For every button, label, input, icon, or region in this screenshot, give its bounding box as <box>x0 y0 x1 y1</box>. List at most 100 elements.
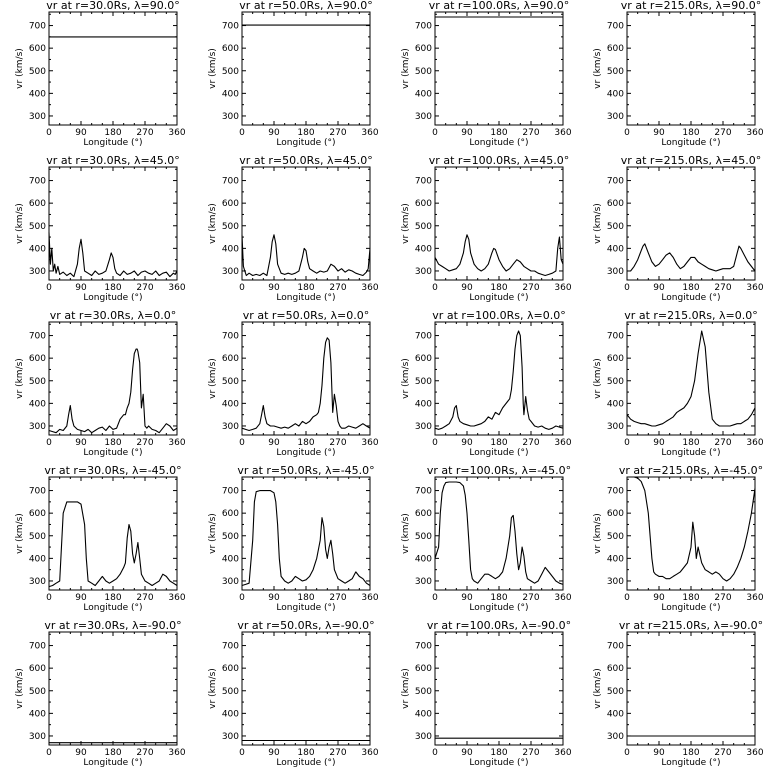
y-axis-label: vr (km/s) <box>208 358 218 399</box>
x-tick-label: 270 <box>714 748 731 758</box>
y-tick-label: 500 <box>222 377 239 387</box>
y-tick-label: 700 <box>415 332 432 342</box>
chart-panel: vr at r=215.0Rs, λ=-45.0° 0 90 180 270 360 300… <box>593 464 764 613</box>
y-tick-label: 500 <box>415 532 432 542</box>
y-tick-label: 400 <box>415 89 432 99</box>
y-tick-label: 500 <box>607 687 624 697</box>
x-tick-label: 180 <box>297 748 314 758</box>
x-tick-label: 360 <box>554 748 571 758</box>
series-line <box>48 501 178 588</box>
x-axis-label: Longitude (°) <box>276 293 335 303</box>
plot-frame <box>626 166 756 281</box>
panel-title: vr at r=50.0Rs, λ=45.0° <box>239 154 372 167</box>
y-tick-label: 500 <box>222 222 239 232</box>
plot-frame <box>434 166 564 281</box>
y-tick-label: 600 <box>222 664 239 674</box>
y-tick-label: 300 <box>29 267 46 277</box>
y-tick-label: 500 <box>29 377 46 387</box>
y-tick-label: 500 <box>607 532 624 542</box>
x-tick-label: 270 <box>136 128 153 138</box>
x-tick-label: 180 <box>104 748 121 758</box>
y-tick-label: 700 <box>415 22 432 32</box>
y-tick-label: 600 <box>607 354 624 364</box>
x-tick-label: 90 <box>461 748 473 758</box>
panel-title: vr at r=215.0Rs, λ=-90.0° <box>619 619 763 632</box>
x-tick-label: 180 <box>490 748 507 758</box>
x-tick-label: 90 <box>461 128 473 138</box>
y-axis-label: vr (km/s) <box>593 48 603 89</box>
chart-panel: vr at r=100.0Rs, λ=-45.0° 0 90 180 270 360 300… <box>401 464 572 613</box>
y-tick-label: 300 <box>607 422 624 432</box>
y-tick-label: 300 <box>607 577 624 587</box>
x-tick-label: 90 <box>653 438 665 448</box>
chart-panel: vr at r=50.0Rs, λ=90.0° 0 90 180 270 360 300 40… <box>208 0 379 148</box>
y-tick-label: 700 <box>607 487 624 497</box>
plot-frame <box>241 631 371 746</box>
x-tick-label: 180 <box>104 593 121 603</box>
x-tick-label: 90 <box>75 128 87 138</box>
x-tick-label: 180 <box>104 283 121 293</box>
panel-title: vr at r=30.0Rs, λ=-90.0° <box>44 619 181 632</box>
plot-frame <box>434 11 564 126</box>
series-line <box>434 481 564 585</box>
x-tick-label: 180 <box>682 748 699 758</box>
plot-frame <box>48 476 178 591</box>
y-tick-label: 500 <box>29 222 46 232</box>
y-tick-label: 300 <box>29 422 46 432</box>
panel-title: vr at r=30.0Rs, λ=45.0° <box>46 154 179 167</box>
x-tick-label: 180 <box>682 283 699 293</box>
x-axis-label: Longitude (°) <box>469 603 528 613</box>
y-tick-label: 600 <box>29 509 46 519</box>
y-tick-label: 500 <box>29 67 46 77</box>
x-tick-label: 90 <box>268 748 280 758</box>
panel-title: vr at r=50.0Rs, λ=90.0° <box>239 0 372 12</box>
panel-title: vr at r=50.0Rs, λ=-90.0° <box>237 619 374 632</box>
x-tick-label: 180 <box>490 593 507 603</box>
y-tick-label: 300 <box>222 112 239 122</box>
y-tick-label: 400 <box>29 244 46 254</box>
x-tick-label: 270 <box>329 128 346 138</box>
chart-panel: vr at r=50.0Rs, λ=0.0° 0 90 180 270 360 300 400… <box>208 309 379 458</box>
y-axis-label: vr (km/s) <box>401 48 411 89</box>
y-axis-label: vr (km/s) <box>15 358 25 399</box>
y-tick-label: 400 <box>222 709 239 719</box>
y-tick-label: 700 <box>607 177 624 187</box>
chart-panel: vr at r=30.0Rs, λ=45.0° 0 90 180 270 360 300 40… <box>15 154 186 303</box>
x-tick-label: 180 <box>104 438 121 448</box>
y-tick-label: 500 <box>222 687 239 697</box>
x-axis-label: Longitude (°) <box>661 603 720 613</box>
y-tick-label: 500 <box>415 222 432 232</box>
panel-title: vr at r=100.0Rs, λ=90.0° <box>429 0 569 12</box>
y-tick-label: 600 <box>222 44 239 54</box>
y-tick-label: 600 <box>607 664 624 674</box>
y-tick-label: 300 <box>29 732 46 742</box>
series-line <box>48 232 178 278</box>
x-tick-label: 90 <box>653 283 665 293</box>
y-axis-label: vr (km/s) <box>593 513 603 554</box>
x-tick-label: 180 <box>490 283 507 293</box>
chart-panel: vr at r=215.0Rs, λ=90.0° 0 90 180 270 360 300 4… <box>593 0 764 148</box>
chart-panel: vr at r=30.0Rs, λ=0.0° 0 90 180 270 360 300 400… <box>15 309 186 458</box>
y-tick-label: 600 <box>29 354 46 364</box>
y-tick-label: 400 <box>222 89 239 99</box>
x-tick-label: 0 <box>239 748 245 758</box>
plot-frame <box>241 476 371 591</box>
y-axis-label: vr (km/s) <box>593 668 603 709</box>
x-tick-label: 270 <box>714 283 731 293</box>
y-tick-label: 700 <box>29 177 46 187</box>
x-tick-label: 90 <box>75 438 87 448</box>
y-tick-label: 400 <box>607 554 624 564</box>
y-tick-label: 600 <box>415 664 432 674</box>
y-tick-label: 400 <box>29 709 46 719</box>
x-tick-label: 90 <box>653 748 665 758</box>
x-axis-label: Longitude (°) <box>469 138 528 148</box>
x-tick-label: 180 <box>297 128 314 138</box>
x-tick-label: 180 <box>297 438 314 448</box>
y-tick-label: 300 <box>222 577 239 587</box>
chart-panel: vr at r=100.0Rs, λ=-90.0° 0 90 180 270 360 300… <box>401 619 572 768</box>
x-tick-label: 180 <box>490 438 507 448</box>
y-tick-label: 400 <box>607 709 624 719</box>
series-line <box>241 234 371 277</box>
panel-title: vr at r=215.0Rs, λ=45.0° <box>621 154 761 167</box>
y-tick-label: 700 <box>29 332 46 342</box>
